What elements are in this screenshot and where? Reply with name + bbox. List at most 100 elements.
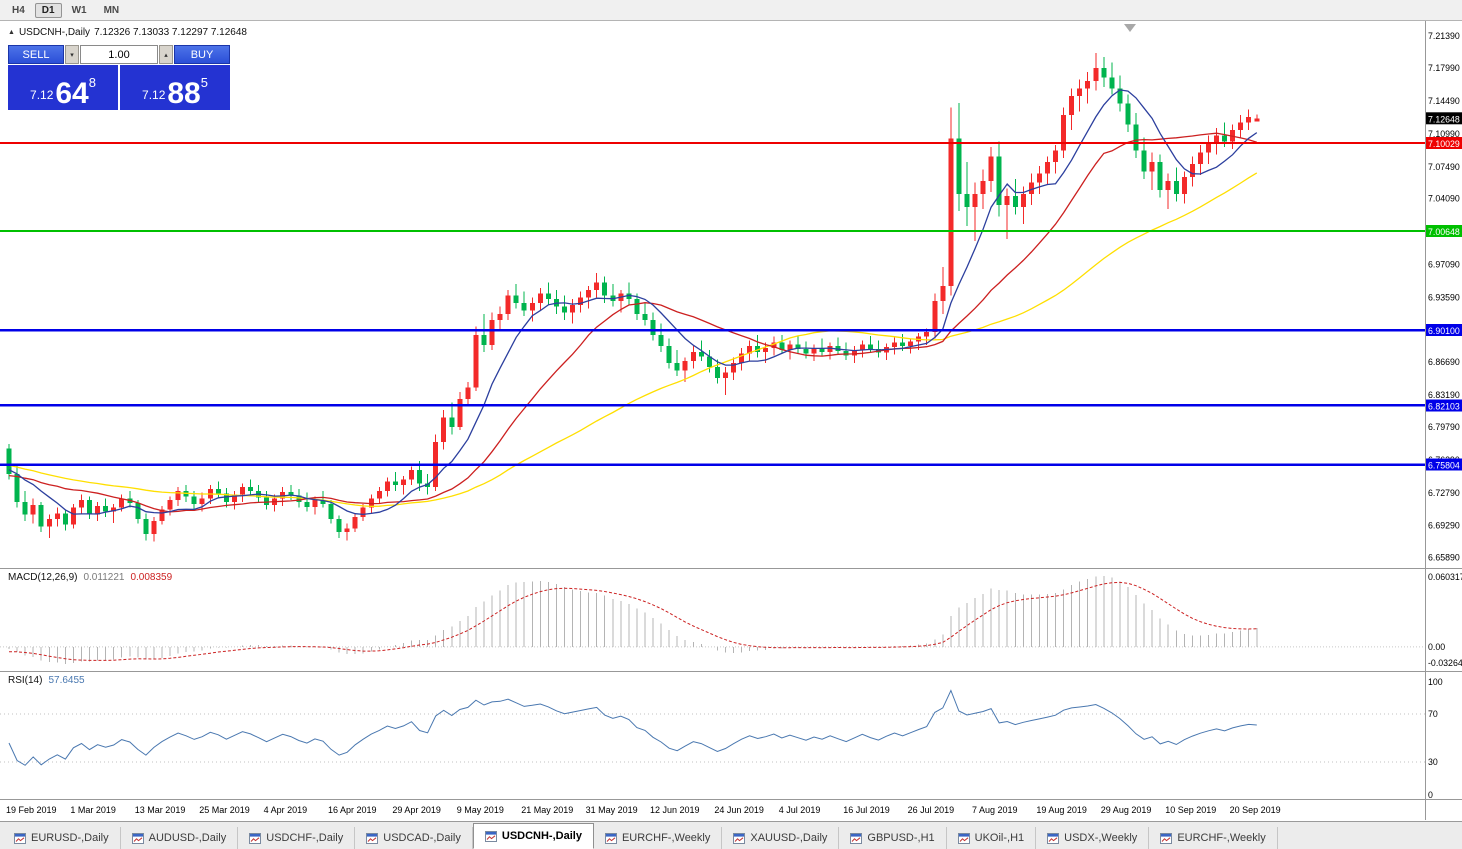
svg-text:7 Aug 2019: 7 Aug 2019 [972, 805, 1018, 815]
sell-price-panel[interactable]: 7.12 64 8 [8, 65, 118, 110]
tab-label: EURCHF-,Weekly [1177, 832, 1266, 844]
volume-decrease-button[interactable]: ▾ [65, 45, 79, 64]
svg-text:19 Feb 2019: 19 Feb 2019 [6, 805, 57, 815]
svg-text:7.00648: 7.00648 [1428, 227, 1460, 237]
tab-eurchf-weekly[interactable]: EURCHF-,Weekly [594, 827, 723, 849]
ma-line-45 [8, 172, 1258, 508]
buy-price-big: 88 [167, 76, 201, 110]
buy-price-panel[interactable]: 7.12 88 5 [120, 65, 230, 110]
tab-usdchf-daily[interactable]: USDCHF-,Daily [238, 827, 356, 849]
level-price-badge [1426, 458, 1462, 471]
svg-text:1 Mar 2019: 1 Mar 2019 [70, 805, 116, 815]
panel-separators [0, 21, 1462, 820]
volume-increase-button[interactable]: ▴ [159, 45, 173, 64]
svg-text:30: 30 [1428, 757, 1438, 767]
tab-usdcad-daily[interactable]: USDCAD-,Daily [355, 827, 473, 849]
svg-text:7.10990: 7.10990 [1428, 129, 1460, 139]
level-price-badge [1426, 225, 1462, 238]
tab-xauusd-daily[interactable]: XAUUSD-,Daily [722, 827, 840, 849]
level-lines: 7.10029 7.00648 6.90100 6.82103 6.75804 [0, 136, 1462, 471]
svg-text:26 Jul 2019: 26 Jul 2019 [908, 805, 955, 815]
chart-tab-icon [1160, 832, 1173, 844]
sell-button[interactable]: SELL [8, 45, 64, 64]
svg-text:4 Jul 2019: 4 Jul 2019 [779, 805, 821, 815]
svg-text:0: 0 [1428, 790, 1433, 800]
svg-text:25 Mar 2019: 25 Mar 2019 [199, 805, 250, 815]
svg-text:29 Aug 2019: 29 Aug 2019 [1101, 805, 1152, 815]
tab-gbpusd-h1[interactable]: GBPUSD-,H1 [839, 827, 947, 849]
tab-label: GBPUSD-,H1 [867, 832, 935, 844]
level-price-badge [1426, 136, 1462, 149]
svg-text:19 Aug 2019: 19 Aug 2019 [1036, 805, 1087, 815]
current-price-badge [1426, 112, 1462, 125]
svg-text:31 May 2019: 31 May 2019 [586, 805, 638, 815]
chart-shift-marker-icon[interactable] [1124, 24, 1136, 32]
svg-text:7.10029: 7.10029 [1428, 139, 1460, 149]
one-click-trading-panel: SELL ▾ ▴ BUY 7.12 64 8 7.12 88 5 [8, 45, 230, 110]
macd-label: MACD(12,26,9) 0.011221 0.008359 [8, 572, 173, 583]
tab-label: EURCHF-,Weekly [621, 832, 711, 844]
svg-text:7.12648: 7.12648 [1428, 114, 1460, 124]
level-price-badge [1426, 399, 1462, 412]
tab-usdcnh-daily[interactable]: USDCNH-,Daily [472, 823, 594, 849]
period-button-w1[interactable]: W1 [65, 3, 94, 18]
sell-price-big: 64 [55, 76, 89, 110]
candles [6, 53, 1260, 542]
tab-label: XAUUSD-,Daily [750, 832, 828, 844]
tab-usdx-weekly[interactable]: USDX-,Weekly [1036, 827, 1150, 849]
tab-eurusd-daily[interactable]: EURUSD-,Daily [3, 827, 121, 849]
chart-tab-icon [484, 830, 497, 842]
tab-label: USDCNH-,Daily [501, 830, 582, 842]
tab-ukoil-h1[interactable]: UKOil-,H1 [947, 827, 1037, 849]
period-button-h4[interactable]: H4 [5, 3, 32, 18]
tab-label: EURUSD-,Daily [31, 832, 109, 844]
one-click-collapse-icon[interactable]: ▲ [8, 29, 15, 36]
rsi-panel: 100 70 30 0 [0, 677, 1443, 800]
tab-label: USDX-,Weekly [1064, 832, 1138, 844]
svg-text:6.79790: 6.79790 [1428, 422, 1460, 432]
svg-text:-0.032648: -0.032648 [1428, 658, 1462, 668]
macd-panel: 0.060317 0.00 -0.032648 [0, 572, 1462, 668]
svg-text:16 Jul 2019: 16 Jul 2019 [843, 805, 890, 815]
tab-label: UKOil-,H1 [974, 832, 1025, 844]
level-price-badge [1426, 324, 1462, 337]
tab-label: AUDUSD-,Daily [148, 832, 227, 844]
svg-text:0.00: 0.00 [1428, 642, 1445, 652]
svg-text:6.72790: 6.72790 [1428, 488, 1460, 498]
ma-line-20 [8, 132, 1257, 513]
svg-text:6.69290: 6.69290 [1428, 521, 1460, 531]
period-button-d1[interactable]: D1 [34, 2, 62, 18]
ma-line-8 [8, 89, 1258, 516]
buy-price-sup: 5 [200, 75, 208, 90]
volume-input[interactable] [80, 45, 158, 64]
svg-text:7.04090: 7.04090 [1428, 194, 1460, 204]
svg-text:24 Jun 2019: 24 Jun 2019 [714, 805, 764, 815]
buy-button[interactable]: BUY [174, 45, 230, 64]
chart-tab-icon [14, 832, 26, 844]
svg-text:9 May 2019: 9 May 2019 [457, 805, 504, 815]
price-axis: 7.21390 7.17990 7.14490 7.10990 7.07490 7.040… [1428, 31, 1460, 562]
chart-tab-icon [131, 832, 144, 844]
sell-price-prefix: 7.12 [30, 88, 54, 102]
svg-text:6.82103: 6.82103 [1428, 401, 1460, 411]
rsi-value: 57.6455 [48, 675, 85, 686]
svg-text:7.07490: 7.07490 [1428, 162, 1460, 172]
svg-text:70: 70 [1428, 709, 1438, 719]
chart-tab-icon [733, 832, 746, 844]
sell-price-sup: 8 [88, 75, 96, 90]
svg-text:13 Mar 2019: 13 Mar 2019 [135, 805, 186, 815]
svg-text:6.93590: 6.93590 [1428, 292, 1460, 302]
svg-text:21 May 2019: 21 May 2019 [521, 805, 573, 815]
timeframe-toolbar: H4 D1 W1 MN [0, 0, 1462, 21]
ohlc-values: 7.12326 7.13033 7.12297 7.12648 [94, 27, 247, 38]
tab-audusd-daily[interactable]: AUDUSD-,Daily [121, 827, 239, 849]
tab-eurchf-weekly[interactable]: EURCHF-,Weekly [1149, 827, 1278, 849]
chart-title: ▲ USDCNH-,Daily 7.12326 7.13033 7.12297 … [8, 27, 247, 38]
macd-value: 0.011221 [83, 572, 125, 583]
svg-text:12 Jun 2019: 12 Jun 2019 [650, 805, 700, 815]
svg-text:6.86690: 6.86690 [1428, 357, 1460, 367]
chart-tab-icon [957, 832, 970, 844]
period-button-mn[interactable]: MN [97, 3, 127, 18]
svg-text:16 Apr 2019: 16 Apr 2019 [328, 805, 377, 815]
